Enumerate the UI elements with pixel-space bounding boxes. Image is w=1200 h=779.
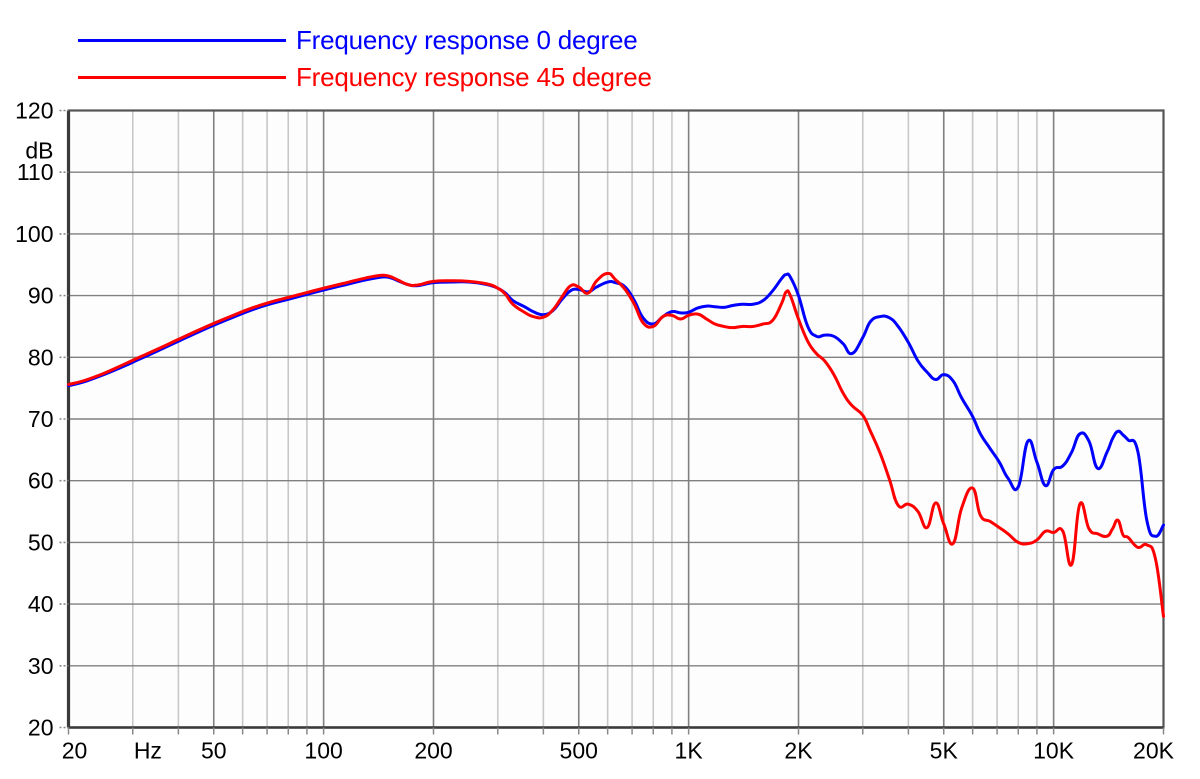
line-45-degree (67, 271, 1165, 618)
grid-major-horizontal (68, 171, 1164, 667)
y-tick-label: 120 (15, 98, 53, 124)
legend-entry-45-degree: Frequency response 45 degree (78, 59, 652, 95)
legend-label-45-degree: Frequency response 45 degree (296, 61, 652, 92)
legend-label-0-degree: Frequency response 0 degree (296, 24, 638, 55)
x-axis-unit-label: Hz (134, 738, 162, 764)
x-tick-label: 1K (675, 738, 704, 764)
y-tick-label: 60 (28, 468, 54, 494)
y-tick-label: 50 (28, 529, 54, 555)
legend-entry-0-degree: Frequency response 0 degree (78, 22, 638, 58)
y-axis-labels: 20 30 40 50 60 70 80 90 100 110 120 dB (15, 98, 53, 741)
y-tick-label: 90 (28, 283, 54, 309)
legend-swatch-0-degree (78, 38, 286, 42)
y-tick-label: 80 (28, 344, 54, 370)
x-tick-label: 20K (1133, 738, 1175, 764)
x-tick-label: 20 (62, 738, 88, 764)
x-axis-labels: 20 50 100 200 500 1K 2K 5K 10K 20K Hz (62, 738, 1175, 764)
x-tick-label: 50 (201, 738, 227, 764)
x-tick-label: 100 (304, 738, 342, 764)
x-tick-label: 200 (414, 738, 452, 764)
line-0-degree (67, 272, 1165, 538)
x-tick-label: 2K (784, 738, 813, 764)
y-axis-ticks (59, 109, 69, 729)
y-tick-label: 20 (28, 715, 54, 741)
y-tick-label: 40 (28, 591, 54, 617)
y-tick-label: 110 (17, 159, 54, 185)
legend-swatch-45-degree (78, 75, 286, 79)
y-tick-label: 30 (28, 653, 54, 679)
x-tick-label: 500 (560, 738, 598, 764)
x-tick-label: 5K (930, 738, 959, 764)
y-tick-label: 100 (15, 221, 53, 247)
y-tick-label: 70 (28, 406, 54, 432)
chart-legend: Frequency response 0 degree Frequency re… (0, 22, 1200, 102)
x-tick-label: 10K (1033, 738, 1075, 764)
x-axis-ticks (67, 727, 1165, 735)
y-axis-unit-label: dB (25, 138, 53, 164)
series-lines (67, 271, 1165, 618)
